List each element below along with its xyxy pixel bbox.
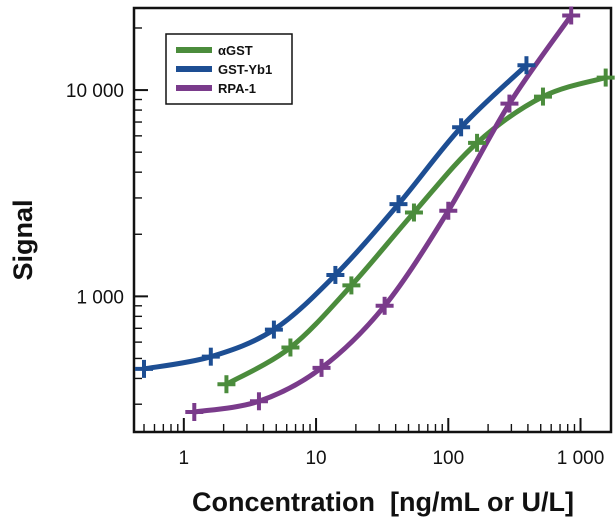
- x-tick-label: 1 000: [557, 448, 605, 469]
- y-axis-title: Signal: [8, 199, 38, 280]
- data-point: [468, 133, 487, 152]
- plot-frame: [132, 6, 613, 434]
- series-line-1: [141, 62, 529, 372]
- data-point: [326, 265, 345, 284]
- plot-border: [132, 6, 613, 434]
- y-tick-label: 1 000: [76, 287, 124, 308]
- data-point: [452, 118, 471, 137]
- data-point: [312, 358, 331, 377]
- data-point: [249, 392, 268, 411]
- legend-label: RPA-1: [218, 81, 256, 96]
- series-markers: [135, 6, 615, 422]
- data-point: [533, 87, 552, 106]
- data-point: [404, 203, 423, 222]
- data-point: [596, 68, 615, 87]
- data-point: [342, 276, 361, 295]
- legend-label: αGST: [218, 43, 253, 58]
- x-axis-title: Concentration [ng/mL or U/L]: [192, 487, 574, 517]
- y-tick-label: 10 000: [66, 81, 124, 102]
- data-point: [562, 6, 581, 25]
- data-point: [439, 201, 458, 220]
- data-point: [389, 195, 408, 214]
- x-tick-label: 100: [432, 448, 464, 469]
- x-tick-label: 1: [179, 448, 190, 469]
- data-point: [264, 320, 283, 339]
- data-point: [135, 359, 154, 378]
- data-point: [517, 56, 536, 75]
- series-line-0: [223, 75, 609, 387]
- data-point: [201, 347, 220, 366]
- data-point: [500, 94, 519, 113]
- legend: αGST GST-Yb1 RPA-1: [165, 33, 293, 105]
- data-point: [217, 375, 236, 394]
- data-point: [185, 403, 204, 422]
- x-axis: 1 10 100 1 000: [143, 418, 605, 469]
- y-axis: 1 000 10 000: [66, 27, 148, 405]
- legend-label: GST-Yb1: [218, 62, 272, 77]
- data-point: [281, 338, 300, 357]
- data-point: [375, 296, 394, 315]
- x-tick-label: 10: [305, 448, 326, 469]
